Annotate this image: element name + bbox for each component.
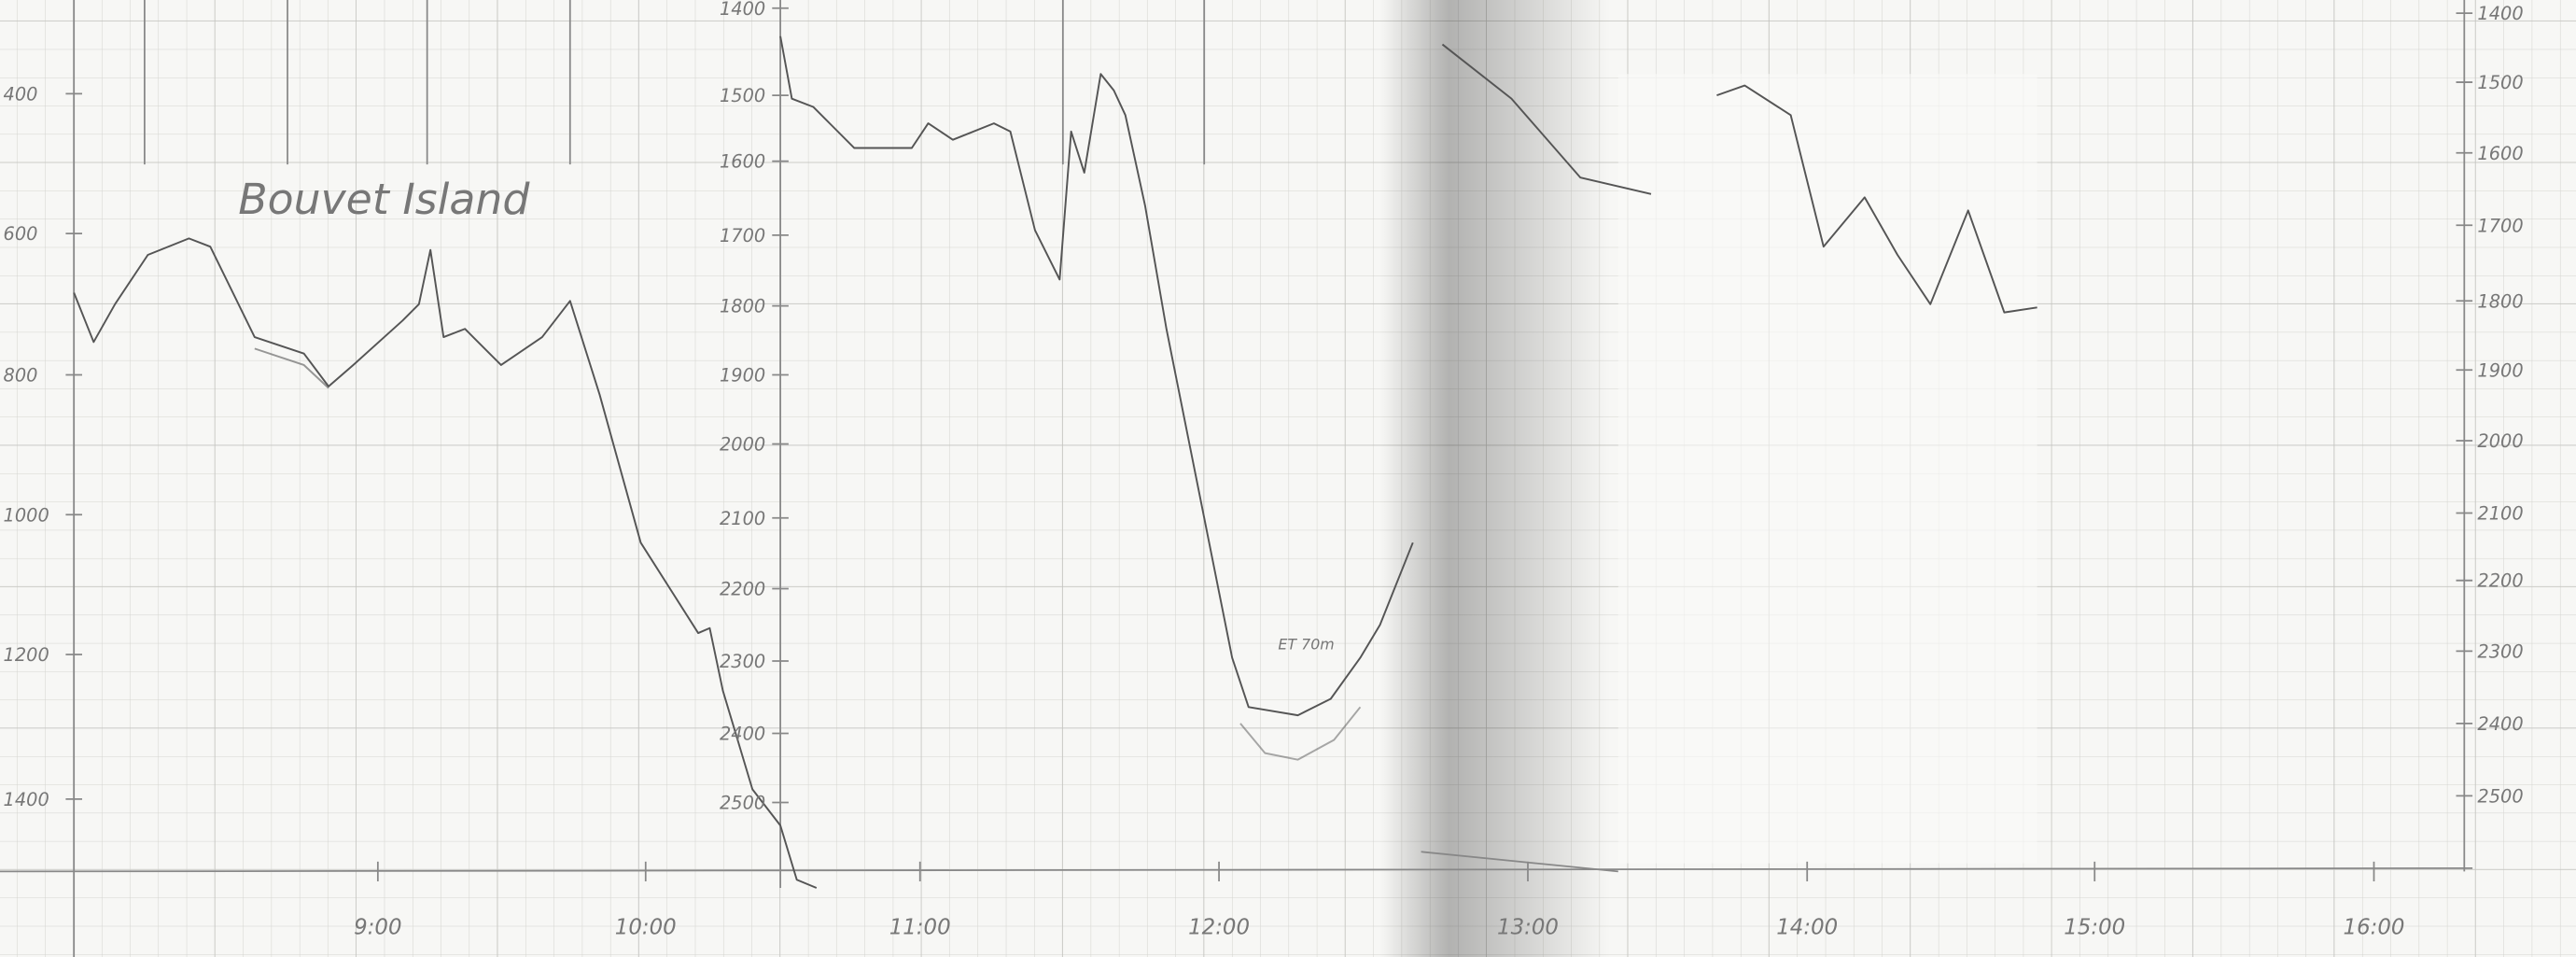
y-tick-label: 1800 bbox=[2477, 290, 2523, 312]
y-tick-label: 1900 bbox=[2477, 359, 2523, 381]
x-tick-label: 10:00 bbox=[615, 915, 677, 939]
depth-profile-3 bbox=[1441, 43, 1652, 195]
depth-profile-2-echo bbox=[1239, 706, 1362, 761]
y-tick-label: 1500 bbox=[2477, 72, 2523, 93]
x-tick-label: 15:00 bbox=[2064, 915, 2125, 939]
x-tick-label: 16:00 bbox=[2344, 915, 2405, 939]
y-tick-label: 400 bbox=[4, 83, 38, 105]
y-tick-label: 1700 bbox=[720, 225, 765, 246]
y-tick-label: 1900 bbox=[720, 365, 765, 387]
faded-area bbox=[1617, 74, 2037, 864]
x-tick-label: 14:00 bbox=[1776, 915, 1838, 939]
depth-profile-2 bbox=[779, 35, 1414, 717]
y-tick-label: 2000 bbox=[720, 434, 765, 456]
y-tick-label: 1200 bbox=[4, 644, 49, 666]
y-tick-label: 600 bbox=[4, 223, 38, 245]
y-tick-label: 1400 bbox=[720, 0, 765, 20]
y-tick-label: 2500 bbox=[720, 792, 765, 813]
y-tick-label: 2300 bbox=[2477, 640, 2523, 662]
y-tick-label: 1500 bbox=[720, 85, 765, 106]
y-tick-label: 1400 bbox=[2477, 3, 2523, 24]
y-tick-label: 1800 bbox=[720, 296, 765, 317]
gutter-shadow bbox=[1379, 0, 1610, 957]
depth-profile-1 bbox=[73, 237, 818, 889]
y-tick-label: 2000 bbox=[2477, 430, 2523, 452]
y-tick-label: 2300 bbox=[720, 651, 765, 672]
y-tick-label: 1600 bbox=[2477, 143, 2523, 164]
x-tick-label: 9:00 bbox=[354, 915, 401, 939]
y-tick-label: 2100 bbox=[2477, 503, 2523, 525]
y-tick-label: 800 bbox=[4, 365, 38, 387]
x-tick-label: 11:00 bbox=[889, 915, 951, 939]
y-tick-label: 1400 bbox=[4, 789, 49, 810]
y-tick-label: 2400 bbox=[2477, 713, 2523, 735]
depth-profile-1-echo bbox=[254, 347, 329, 389]
y-tick-label: 1700 bbox=[2477, 215, 2523, 236]
y-tick-label: 2400 bbox=[720, 724, 765, 745]
y-tick-label: 2100 bbox=[720, 508, 765, 529]
y-tick-label: 2500 bbox=[2477, 785, 2523, 807]
y-tick-label: 2200 bbox=[720, 579, 765, 600]
y-tick-label: 2200 bbox=[2477, 570, 2523, 592]
y-tick-label: 1600 bbox=[720, 151, 765, 173]
annotation: Bouvet Island bbox=[238, 175, 530, 224]
annotation: ET 70m bbox=[1278, 636, 1334, 654]
depth-profile-4 bbox=[1716, 84, 2037, 314]
y-tick-label: 1000 bbox=[4, 504, 49, 526]
x-tick-label: 13:00 bbox=[1497, 915, 1559, 939]
x-tick-label: 12:00 bbox=[1188, 915, 1250, 939]
